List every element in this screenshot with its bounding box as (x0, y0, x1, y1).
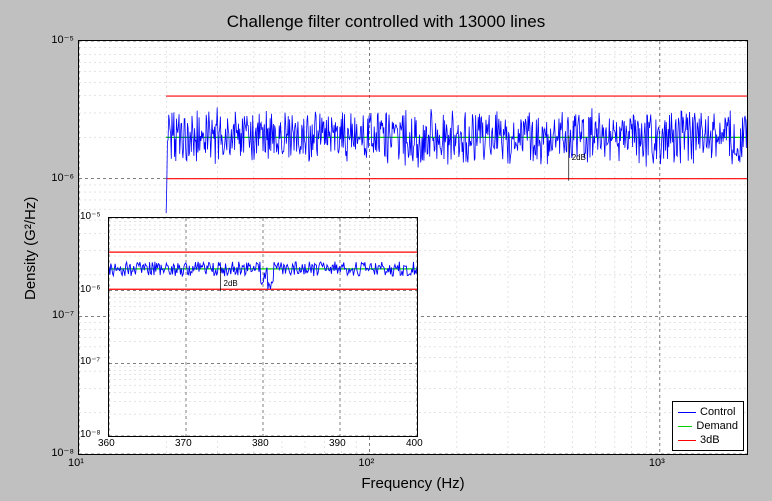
legend-box: ControlDemand3dB (672, 401, 744, 451)
legend-item: 3dB (678, 433, 738, 447)
inset-ytick-label: 10⁻⁶ (80, 284, 101, 295)
legend-item: Control (678, 405, 738, 419)
y-axis-label: Density (G²/Hz) (22, 197, 39, 300)
inset-ytick-label: 10⁻⁵ (80, 211, 101, 222)
inset-ytick-label: 10⁻⁸ (80, 429, 101, 440)
legend-swatch (678, 426, 692, 427)
chart-title: Challenge filter controlled with 13000 l… (0, 12, 772, 32)
main-xtick-label: 10³ (649, 457, 665, 469)
main-ytick-label: 10⁻⁶ (51, 171, 74, 184)
main-2db-annotation: 2dB (572, 153, 586, 162)
legend-label: Control (700, 405, 735, 419)
x-axis-label: Frequency (Hz) (78, 475, 748, 492)
inset-ytick-label: 10⁻⁷ (80, 356, 100, 367)
inset-xtick-label: 380 (252, 438, 269, 449)
inset-xtick-label: 390 (329, 438, 346, 449)
inset-xtick-label: 370 (175, 438, 192, 449)
legend-label: 3dB (700, 433, 720, 447)
legend-swatch (678, 412, 696, 413)
main-ytick-label: 10⁻⁵ (51, 33, 74, 46)
inset-plot-area (108, 217, 418, 437)
figure-canvas: Challenge filter controlled with 13000 l… (0, 0, 772, 501)
inset-2db-annotation: 2dB (224, 279, 238, 288)
legend-item: Demand (678, 419, 738, 433)
main-ytick-label: 10⁻⁸ (51, 446, 74, 459)
inset-plot-svg (109, 218, 417, 436)
main-ytick-label: 10⁻⁷ (52, 308, 74, 321)
legend-swatch (678, 440, 696, 441)
legend-label: Demand (696, 419, 738, 433)
inset-xtick-label: 400 (406, 438, 423, 449)
main-xtick-label: 10² (358, 457, 374, 469)
